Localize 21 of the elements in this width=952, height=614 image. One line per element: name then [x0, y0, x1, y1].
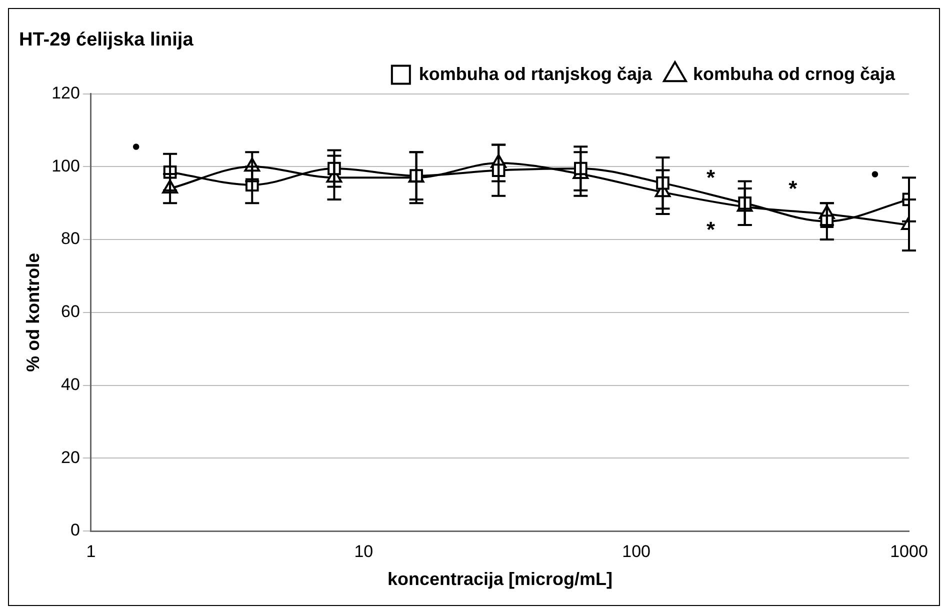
x-tick-label: 10 [354, 542, 374, 561]
annotation: • [132, 134, 140, 160]
chart-title: HT-29 ćelijska linija [19, 30, 194, 51]
x-tick-label: 1000 [890, 542, 928, 561]
y-axis-title: % od kontrole [22, 252, 43, 372]
annotation: * [788, 176, 798, 202]
x-tick-label: 1 [86, 542, 96, 561]
legend-label: kombuha od rtanjskog čaja [418, 64, 653, 84]
y-tick-label: 80 [61, 229, 80, 248]
y-tick-label: 20 [61, 448, 80, 467]
legend-label: kombuha od crnog čaja [692, 64, 896, 84]
annotation: * [706, 216, 716, 242]
x-tick-label: 100 [622, 542, 651, 561]
y-tick-label: 120 [52, 83, 80, 102]
y-tick-label: 100 [52, 156, 80, 176]
y-tick-label: 40 [61, 374, 80, 394]
x-axis-title: koncentracija [microg/mL] [387, 569, 613, 590]
y-tick-label: 60 [61, 302, 80, 322]
annotation: • [871, 162, 879, 187]
annotation: * [706, 165, 716, 190]
y-tick-label: 0 [70, 520, 80, 540]
